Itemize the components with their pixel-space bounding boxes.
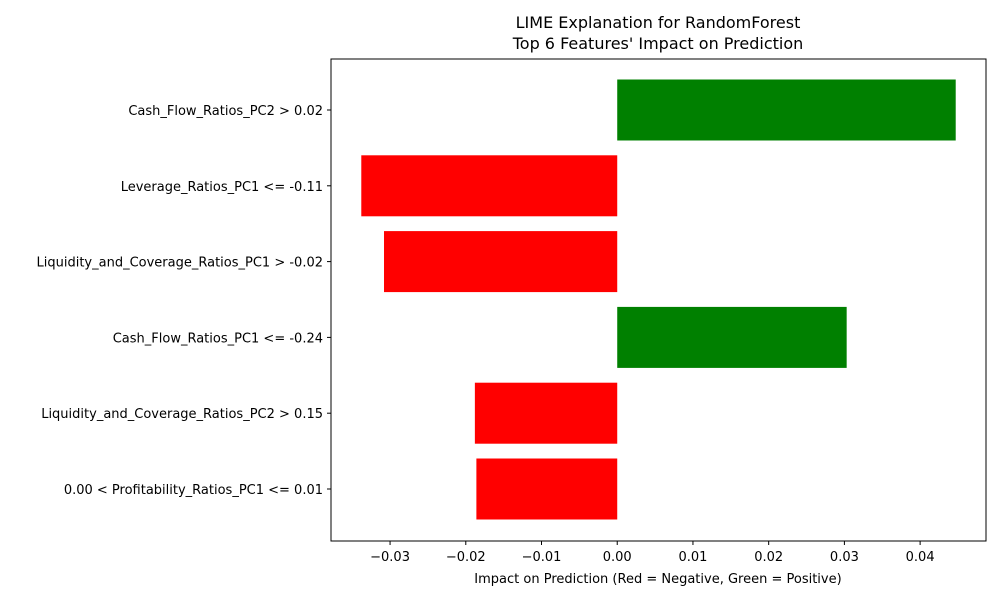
x-tick-label: 0.01 [678,550,707,565]
bar [617,79,956,141]
bar [474,382,618,444]
x-tick-label: 0.04 [906,550,935,565]
plot-frame [330,58,987,542]
y-tick-label: Cash_Flow_Ratios_PC1 <= -0.24 [113,331,323,346]
x-tick-label: 0.03 [830,550,859,565]
x-tick-label: −0.03 [370,550,410,565]
y-tick-label: Leverage_Ratios_PC1 <= -0.11 [121,180,323,195]
bar [361,155,618,217]
y-tick-label: Liquidity_and_Coverage_Ratios_PC2 > 0.15 [41,407,323,422]
x-tick-label: −0.02 [446,550,486,565]
x-tick-label: 0.02 [754,550,783,565]
chart-title-line: Top 6 Features' Impact on Prediction [512,34,804,53]
y-tick-label: Liquidity_and_Coverage_Ratios_PC1 > -0.0… [37,256,323,271]
y-axis-ticks: Cash_Flow_Ratios_PC2 > 0.02 Leverage_Rati… [37,104,331,498]
x-tick-label: 0.00 [603,550,632,565]
bar [384,231,618,293]
x-axis-label: Impact on Prediction (Red = Negative, Gr… [474,572,841,587]
bar [476,458,618,520]
chart-title: LIME Explanation for RandomForest Top 6 F… [512,13,804,53]
bar [617,306,847,368]
y-tick-label: Cash_Flow_Ratios_PC2 > 0.02 [128,104,323,119]
x-tick-label: −0.01 [522,550,562,565]
bars [361,79,956,520]
x-axis-ticks: −0.03 −0.02 −0.01 0.00 0.01 0.02 0.03 0.04 [370,541,935,565]
y-tick-label: 0.00 < Profitability_Ratios_PC1 <= 0.01 [64,483,323,498]
chart-title-line: LIME Explanation for RandomForest [516,13,801,32]
